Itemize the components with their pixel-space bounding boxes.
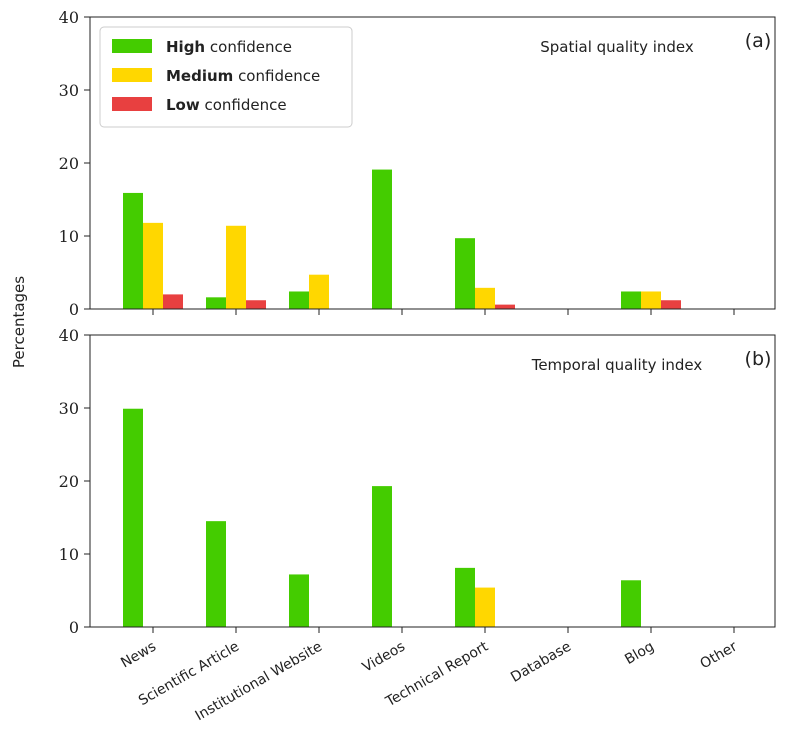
legend-label-low-rest: confidence xyxy=(200,96,287,114)
bar-b-high-news xyxy=(123,408,143,627)
bar-a-high-news xyxy=(123,192,143,309)
legend-label-medium-bold: Medium xyxy=(166,67,233,85)
panel-b-x-ticks xyxy=(152,627,735,633)
panel-b-y-ticks: 0 10 20 30 40 xyxy=(59,326,90,637)
panel-a-y-tick-label: 10 xyxy=(59,227,79,246)
panel-b-y-tick-label: 10 xyxy=(59,545,79,564)
bar-a-high-institutional-website xyxy=(289,291,309,309)
x-tick-label-other: Other xyxy=(698,638,741,672)
bar-b-high-technical-report xyxy=(455,567,475,627)
x-tick-label-news: News xyxy=(118,639,159,672)
panel-a-y-tick-label: 20 xyxy=(59,154,79,173)
legend-label-medium: Medium confidence xyxy=(166,67,320,85)
panel-a-frame xyxy=(89,16,776,310)
bar-a-low-scientific-article xyxy=(246,300,266,309)
panel-b-frame xyxy=(89,334,776,628)
legend-swatch-low xyxy=(112,97,152,111)
legend-label-high: High confidence xyxy=(166,38,292,56)
y-axis-label: Percentages xyxy=(10,276,28,368)
legend-label-low-bold: Low xyxy=(166,96,200,114)
legend-swatch-high xyxy=(112,39,152,53)
panel-spatial-quality: 0 10 20 30 40 Spatial quality index (a) High… xyxy=(59,8,776,319)
panel-a-y-ticks: 0 10 20 30 40 xyxy=(59,8,90,319)
panel-a-y-tick-label: 30 xyxy=(59,81,79,100)
bar-b-high-blog xyxy=(621,580,641,627)
bar-b-high-videos xyxy=(372,486,392,627)
bar-a-high-blog xyxy=(621,291,641,309)
bar-a-medium-blog xyxy=(641,291,661,309)
bar-a-low-blog xyxy=(661,300,681,309)
panel-a-bars xyxy=(123,169,681,309)
panel-b-title: Temporal quality index xyxy=(531,356,703,374)
legend-label-medium-rest: confidence xyxy=(233,67,320,85)
bar-b-medium-technical-report xyxy=(475,587,495,627)
legend-label-low: Low confidence xyxy=(166,96,287,114)
bar-b-high-scientific-article xyxy=(206,521,226,627)
panel-b-y-tick-label: 20 xyxy=(59,472,79,491)
x-tick-label-database: Database xyxy=(508,639,574,686)
legend-label-high-rest: confidence xyxy=(205,38,292,56)
panel-a-x-ticks xyxy=(152,309,735,315)
panel-b-tag: (b) xyxy=(745,348,772,370)
panel-a-title: Spatial quality index xyxy=(540,38,694,56)
legend-swatch-medium xyxy=(112,68,152,82)
bar-a-low-news xyxy=(163,294,183,309)
bar-a-low-technical-report xyxy=(495,304,515,309)
bar-a-high-videos xyxy=(372,169,392,309)
panel-temporal-quality: 0 10 20 30 40 Temporal quality index (b) xyxy=(59,326,776,637)
legend-box xyxy=(99,26,353,128)
bar-a-medium-news xyxy=(143,222,163,309)
panel-a-tag: (a) xyxy=(745,30,771,52)
panel-b-y-tick-label: 30 xyxy=(59,399,79,418)
panel-b-y-tick-label: 40 xyxy=(59,326,79,345)
legend-label-high-bold: High xyxy=(166,38,205,56)
bar-a-high-technical-report xyxy=(455,238,475,309)
x-tick-label-blog: Blog xyxy=(622,639,657,668)
legend: High confidence Medium confidence Low co… xyxy=(99,26,353,128)
bar-a-high-scientific-article xyxy=(206,297,226,309)
panel-b-bars xyxy=(123,408,641,627)
panel-b-y-tick-label: 0 xyxy=(69,618,79,637)
x-tick-label-videos: Videos xyxy=(360,639,408,676)
bar-a-medium-scientific-article xyxy=(226,225,246,309)
bar-a-medium-technical-report xyxy=(475,287,495,309)
bar-a-medium-institutional-website xyxy=(309,274,329,309)
bar-b-high-institutional-website xyxy=(289,574,309,627)
panel-a-y-tick-label: 0 xyxy=(69,300,79,319)
panel-a-y-tick-label: 40 xyxy=(59,8,79,27)
